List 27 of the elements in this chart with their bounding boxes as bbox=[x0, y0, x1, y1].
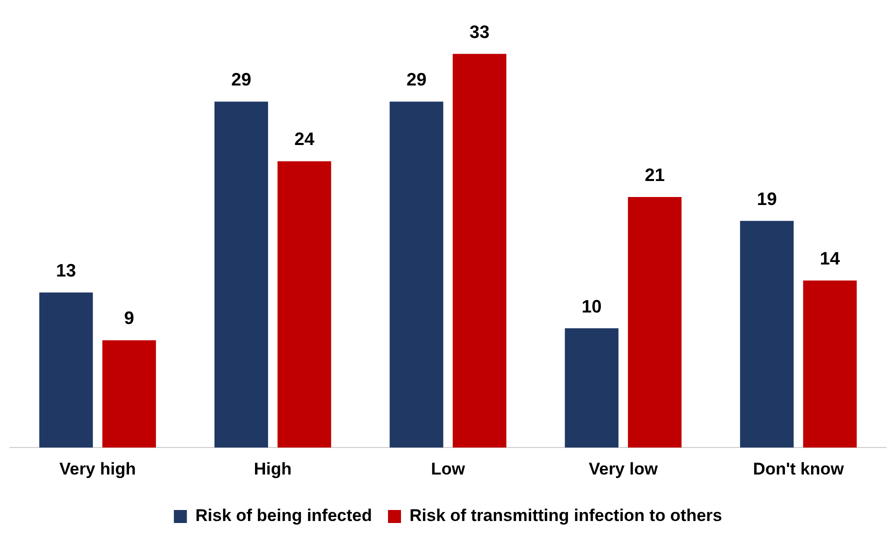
x-tick-label: Very high bbox=[59, 459, 136, 478]
bar bbox=[278, 161, 332, 448]
x-tick-label: High bbox=[254, 459, 292, 478]
data-label: 19 bbox=[756, 188, 777, 209]
x-tick-label: Don't know bbox=[752, 459, 845, 478]
bar bbox=[214, 102, 268, 448]
data-label: 10 bbox=[582, 296, 602, 316]
bar bbox=[390, 102, 444, 448]
bar bbox=[740, 220, 794, 448]
data-label: 14 bbox=[820, 248, 840, 269]
data-label: 13 bbox=[56, 260, 76, 280]
bar bbox=[39, 292, 93, 448]
bar bbox=[102, 340, 156, 448]
bar bbox=[564, 328, 618, 448]
bar bbox=[628, 197, 682, 448]
x-tick-label: Low bbox=[431, 459, 466, 478]
legend-label: Risk of transmitting infection to others bbox=[410, 506, 722, 526]
bar bbox=[803, 280, 857, 448]
x-tick-label: Very low bbox=[588, 459, 658, 478]
data-label: 24 bbox=[294, 129, 314, 150]
data-label: 21 bbox=[644, 165, 665, 186]
legend-label: Risk of being infected bbox=[195, 506, 372, 526]
bar bbox=[452, 54, 506, 448]
data-label: 33 bbox=[470, 22, 490, 42]
data-label: 29 bbox=[406, 70, 426, 90]
data-label: 29 bbox=[231, 70, 252, 90]
data-label: 9 bbox=[124, 308, 134, 328]
